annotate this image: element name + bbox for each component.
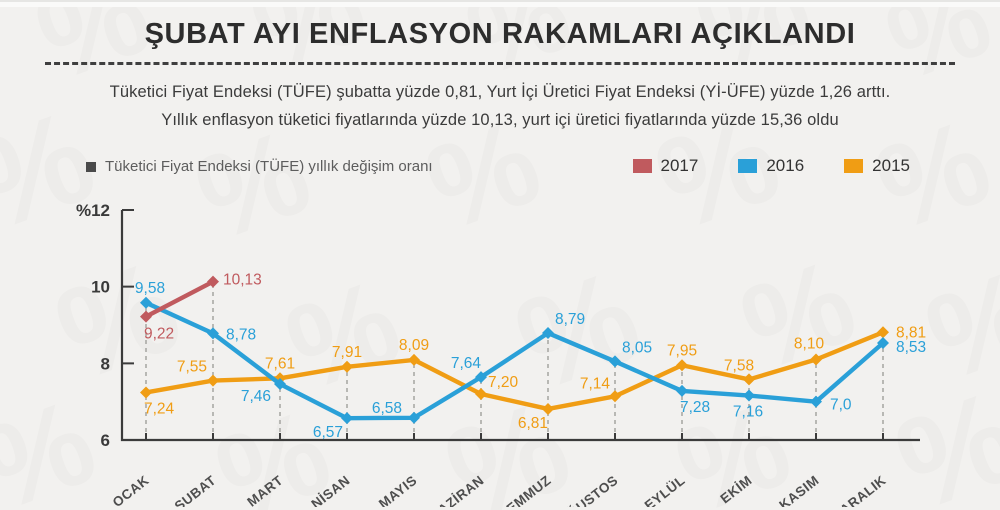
data-point-2016-MAYIS (408, 411, 420, 424)
value-label-2015-MART: 7,61 (265, 355, 295, 372)
value-label-2015-EYLÜL: 7,95 (667, 342, 697, 359)
value-label-2016-MAYIS: 6,58 (372, 400, 402, 417)
legend-label: 2015 (872, 156, 910, 175)
subtitle-line-2: Yıllık enflasyon tüketici fiyatlarında y… (161, 111, 839, 129)
legend-label: 2017 (660, 156, 699, 175)
tufe-line-chart: %12 10 8 6 OCAK ŞUBAT MART NİSAN MAYIS HAZİRAN TEM… (50, 195, 950, 507)
value-label-2016-OCAK: 9,58 (135, 280, 165, 297)
legend-item-2016: 2016 (738, 156, 804, 176)
svg-text:%12: %12 (76, 201, 110, 220)
value-label-2016-NİSAN: 6,57 (313, 424, 343, 441)
value-label-2016-AĞUSTOS: 8,05 (622, 339, 652, 356)
svg-text:8: 8 (101, 354, 110, 373)
value-label-2016-ŞUBAT: 8,78 (226, 326, 256, 343)
data-point-2015-ARALIK (877, 326, 889, 339)
value-label-2016-TEMMUZ: 8,79 (555, 311, 585, 328)
value-label-2016-KASIM: 7,0 (830, 397, 852, 414)
data-point-2016-EKİM (743, 389, 755, 402)
data-point-2015-OCAK (140, 386, 152, 399)
data-point-2017-ŞUBAT (207, 275, 219, 288)
svg-text:OCAK: OCAK (110, 473, 152, 507)
svg-text:KASIM: KASIM (776, 473, 821, 507)
legend-swatch-icon (738, 159, 758, 173)
value-label-2015-TEMMUZ: 6,81 (518, 415, 548, 432)
data-point-2017-OCAK (140, 310, 152, 323)
svg-text:MART: MART (244, 472, 286, 507)
series-marker-square-icon (86, 161, 96, 172)
data-point-2016-MART (274, 378, 286, 391)
top-strip (0, 0, 1000, 7)
data-point-2016-TEMMUZ (542, 327, 554, 340)
data-point-2016-ŞUBAT (207, 327, 219, 340)
svg-text:AĞUSTOS: AĞUSTOS (556, 473, 620, 507)
svg-text:ŞUBAT: ŞUBAT (172, 472, 219, 507)
axes (120, 209, 920, 442)
data-point-2016-HAZİRAN (475, 371, 487, 384)
month-labels: OCAK ŞUBAT MART NİSAN MAYIS HAZİRAN TEMMUZ AĞUS… (110, 472, 889, 507)
value-label-2015-OCAK: 7,24 (144, 400, 175, 417)
data-point-2016-EYLÜL (676, 384, 688, 397)
value-label-2015-EKİM: 7,58 (724, 357, 754, 374)
data-point-2016-NİSAN (341, 412, 353, 425)
value-label-2015-NİSAN: 7,91 (332, 344, 362, 361)
dashed-guides (145, 281, 884, 440)
svg-text:6: 6 (101, 431, 110, 450)
dashed-divider (45, 62, 955, 65)
series-description-text: Tüketici Fiyat Endeksi (TÜFE) yıllık değ… (105, 158, 433, 175)
svg-text:MAYIS: MAYIS (376, 473, 420, 507)
value-label-2016-EYLÜL: 7,28 (680, 399, 710, 416)
value-label-2017-OCAK: 9,22 (144, 326, 174, 343)
value-label-2015-ŞUBAT: 7,55 (177, 359, 207, 376)
value-label-2016-MART: 7,46 (241, 388, 271, 405)
legend-item-2015: 2015 (844, 156, 910, 176)
subtitle-line-1: Tüketici Fiyat Endeksi (TÜFE) şubatta yü… (109, 83, 891, 101)
series-2016: 9,58 8,78 7,46 6,57 6,58 7,64 8,79 8,05 7,28 7,16… (135, 280, 926, 441)
series-description: Tüketici Fiyat Endeksi (TÜFE) yıllık değ… (86, 158, 433, 175)
data-point-2016-OCAK (140, 296, 152, 309)
y-axis-labels: %12 10 8 6 (76, 201, 110, 450)
legend-item-2017: 2017 (632, 156, 699, 176)
data-point-2015-HAZİRAN (475, 388, 487, 400)
data-point-2015-AĞUSTOS (609, 390, 621, 403)
data-point-2015-EKİM (743, 373, 755, 386)
value-label-2015-AĞUSTOS: 7,14 (580, 375, 611, 392)
value-label-2015-ARALIK: 8,81 (896, 324, 926, 341)
data-point-2015-MAYIS (408, 353, 420, 366)
value-label-2016-EKİM: 7,16 (733, 404, 763, 421)
svg-text:10: 10 (91, 278, 110, 297)
value-label-2017-ŞUBAT: 10,13 (223, 272, 262, 289)
legend-swatch-icon (632, 159, 652, 173)
value-label-2016-HAZİRAN: 7,64 (451, 355, 482, 372)
legend-label: 2016 (766, 156, 805, 175)
chart-svg: %12 10 8 6 OCAK ŞUBAT MART NİSAN MAYIS HAZİRAN TEM… (76, 201, 926, 507)
svg-text:HAZİRAN: HAZİRAN (427, 473, 487, 507)
value-label-2015-KASIM: 8,10 (794, 336, 825, 353)
series-2017: 9,22 10,13 (140, 272, 262, 343)
chart-legend: 2017 2016 2015 (632, 156, 910, 176)
svg-text:EYLÜL: EYLÜL (642, 473, 688, 507)
value-label-2016-ARALIK: 8,53 (896, 339, 926, 356)
data-point-2015-NİSAN (341, 360, 353, 373)
data-point-2015-KASIM (810, 353, 822, 366)
svg-text:TEMMUZ: TEMMUZ (497, 473, 554, 507)
value-label-2015-MAYIS: 8,09 (399, 337, 429, 354)
data-point-2015-ŞUBAT (207, 374, 219, 387)
data-point-2016-AĞUSTOS (609, 355, 621, 368)
data-point-2015-TEMMUZ (542, 402, 554, 415)
page-title: ŞUBAT AYI ENFLASYON RAKAMLARI AÇIKLANDI (144, 18, 856, 50)
series-2015: 7,24 7,55 7,61 7,91 8,09 7,20 6,81 7,14 7,95 7,58… (140, 324, 926, 432)
value-label-2015-HAZİRAN: 7,20 (488, 374, 519, 391)
svg-text:ARALIK: ARALIK (837, 473, 889, 507)
svg-text:NİSAN: NİSAN (309, 473, 353, 507)
data-point-2016-ARALIK (877, 337, 889, 350)
data-point-2015-EYLÜL (676, 359, 688, 372)
legend-swatch-icon (844, 159, 864, 173)
svg-text:EKİM: EKİM (717, 473, 754, 507)
data-point-2016-KASIM (810, 395, 822, 408)
